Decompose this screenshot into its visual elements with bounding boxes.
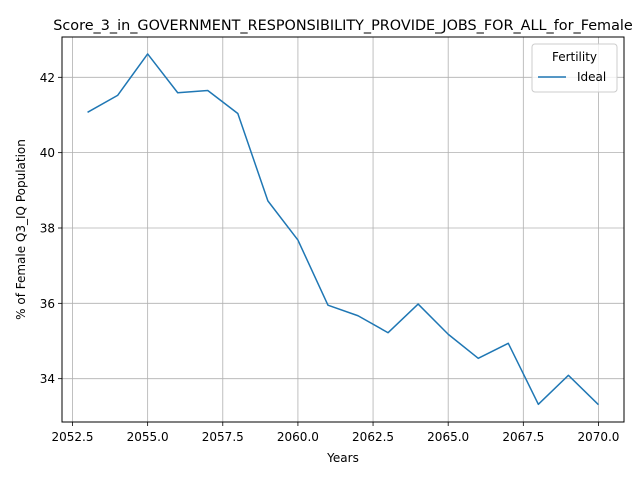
y-axis-label: % of Female Q3_IQ Population [14, 139, 28, 320]
x-tick-label: 2060.0 [277, 430, 319, 444]
x-tick-label: 2065.0 [427, 430, 469, 444]
series-layer [87, 53, 599, 406]
y-axis-ticks: 34 36 38 40 42 [40, 71, 62, 386]
legend: Fertility Ideal [531, 43, 618, 93]
x-tick-label: 2067.5 [502, 430, 544, 444]
y-tick-label: 38 [40, 221, 55, 235]
chart-title: Score_3_in_GOVERNMENT_RESPONSIBILITY_PRO… [53, 18, 633, 34]
legend-label-ideal: Ideal [577, 70, 606, 84]
legend-title: Fertility [552, 50, 597, 64]
axes-frame [61, 36, 625, 423]
x-tick-label: 2057.5 [202, 430, 244, 444]
y-tick-label: 34 [40, 372, 55, 386]
x-axis-ticks: 2052.5 2055.0 2057.5 2060.0 2062.5 2065.0 2067… [52, 422, 619, 444]
series-line-ideal [87, 53, 599, 406]
y-tick-label: 36 [40, 297, 55, 311]
y-tick-label: 40 [40, 146, 55, 160]
x-tick-label: 2055.0 [127, 430, 169, 444]
x-tick-label: 2062.5 [352, 430, 394, 444]
x-axis-label: Years [326, 451, 359, 465]
y-tick-label: 42 [40, 71, 55, 85]
x-tick-label: 2070.0 [577, 430, 619, 444]
x-tick-label: 2052.5 [52, 430, 94, 444]
legend-box [531, 43, 618, 93]
